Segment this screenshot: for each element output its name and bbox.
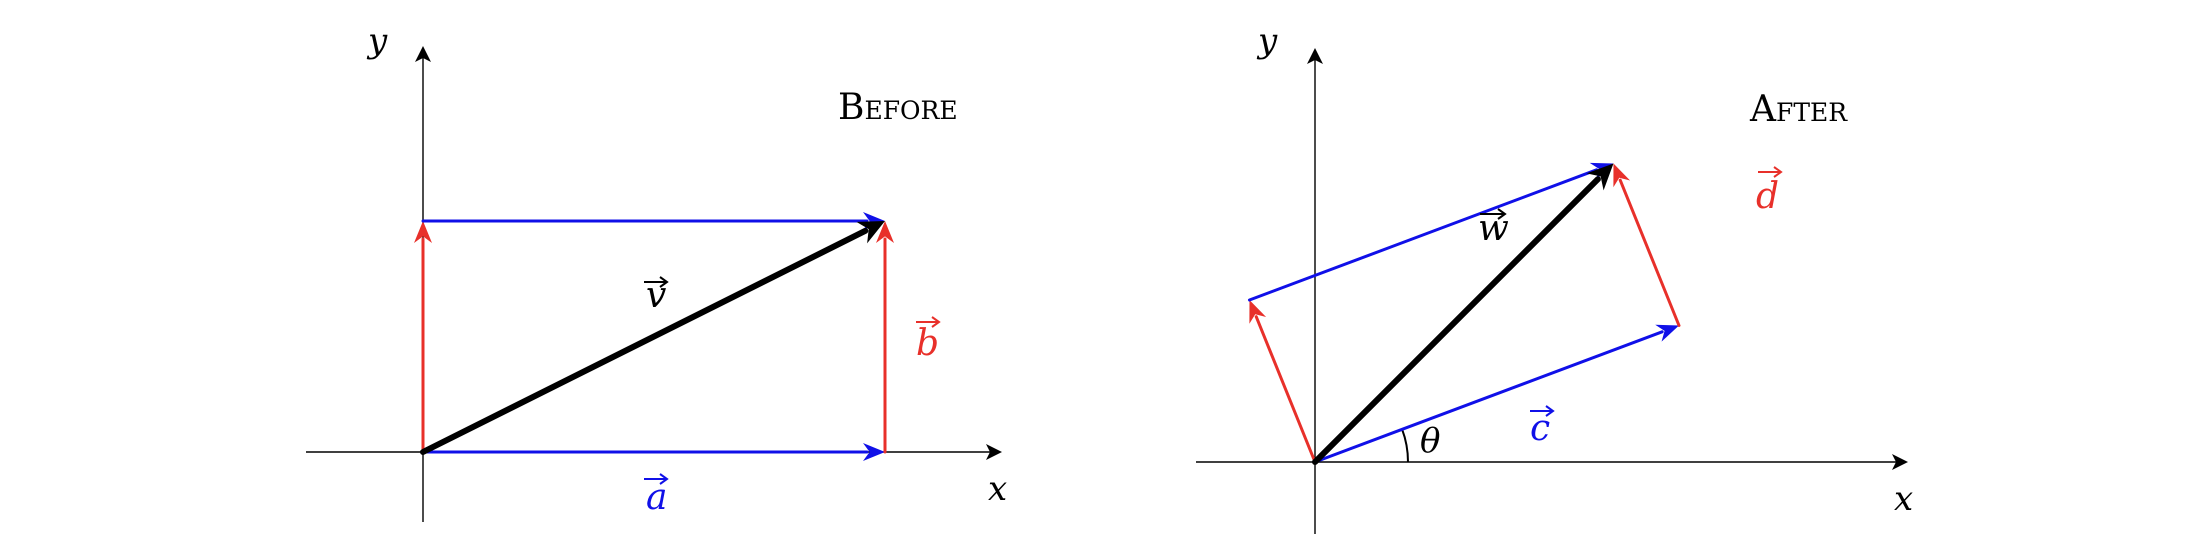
before-y-axis-label: y [366,21,388,61]
vector-v-arrowhead [856,221,885,244]
vector-a-arrowhead [863,443,885,461]
before-title: Before [838,87,958,128]
vector-b-label-arrow [916,316,941,328]
after-x-axis-arrowhead [1892,454,1908,470]
vector-d-shifted-arrowhead [1249,300,1267,324]
vector-c-label: c [1530,408,1550,449]
angle-theta-arc [1401,428,1410,463]
before-x-axis-arrowhead [986,444,1002,460]
vector-d-label: d [1756,176,1779,217]
vector-a-label-arrow [644,473,669,485]
vector-v-shaft [420,227,869,455]
vector-d-arrowhead [1613,163,1631,188]
vector-c-arrowhead [1655,324,1679,342]
vector-c-shaft [1313,330,1664,464]
after-title-text: After [1749,89,1848,130]
after-y-axis-label: y [1256,21,1278,61]
after-vectors [1247,162,1681,465]
vector-w-label-arrow [1480,208,1507,220]
after-panel: x y After θ c d w [1196,21,1913,534]
vector-c-label-arrow [1530,405,1555,417]
vector-b-shifted-arrowhead [414,221,432,243]
before-title-text: Before [838,87,958,128]
after-y-axis-arrowhead [1307,48,1323,64]
vector-b-label: b [916,323,939,364]
after-title: After [1749,89,1848,130]
vector-d-shaft [1618,178,1681,327]
vector-d-label-arrow [1758,166,1783,178]
vector-d-shifted-shaft [1254,315,1317,464]
vector-v-label-arrow [644,276,669,288]
before-panel: x y Before a b v [306,21,1007,522]
vector-w-shaft [1312,176,1601,465]
vector-c-shifted-shaft [1247,168,1599,302]
angle-theta-label: θ [1420,421,1440,461]
vector-a-label: a [646,477,667,518]
vector-w-arrowhead [1586,163,1614,191]
after-x-axis-label: x [1894,479,1913,519]
vector-b-arrowhead [876,221,894,243]
before-y-axis-arrowhead [415,46,431,62]
before-x-axis-label: x [988,469,1007,509]
before-vectors [414,212,894,461]
